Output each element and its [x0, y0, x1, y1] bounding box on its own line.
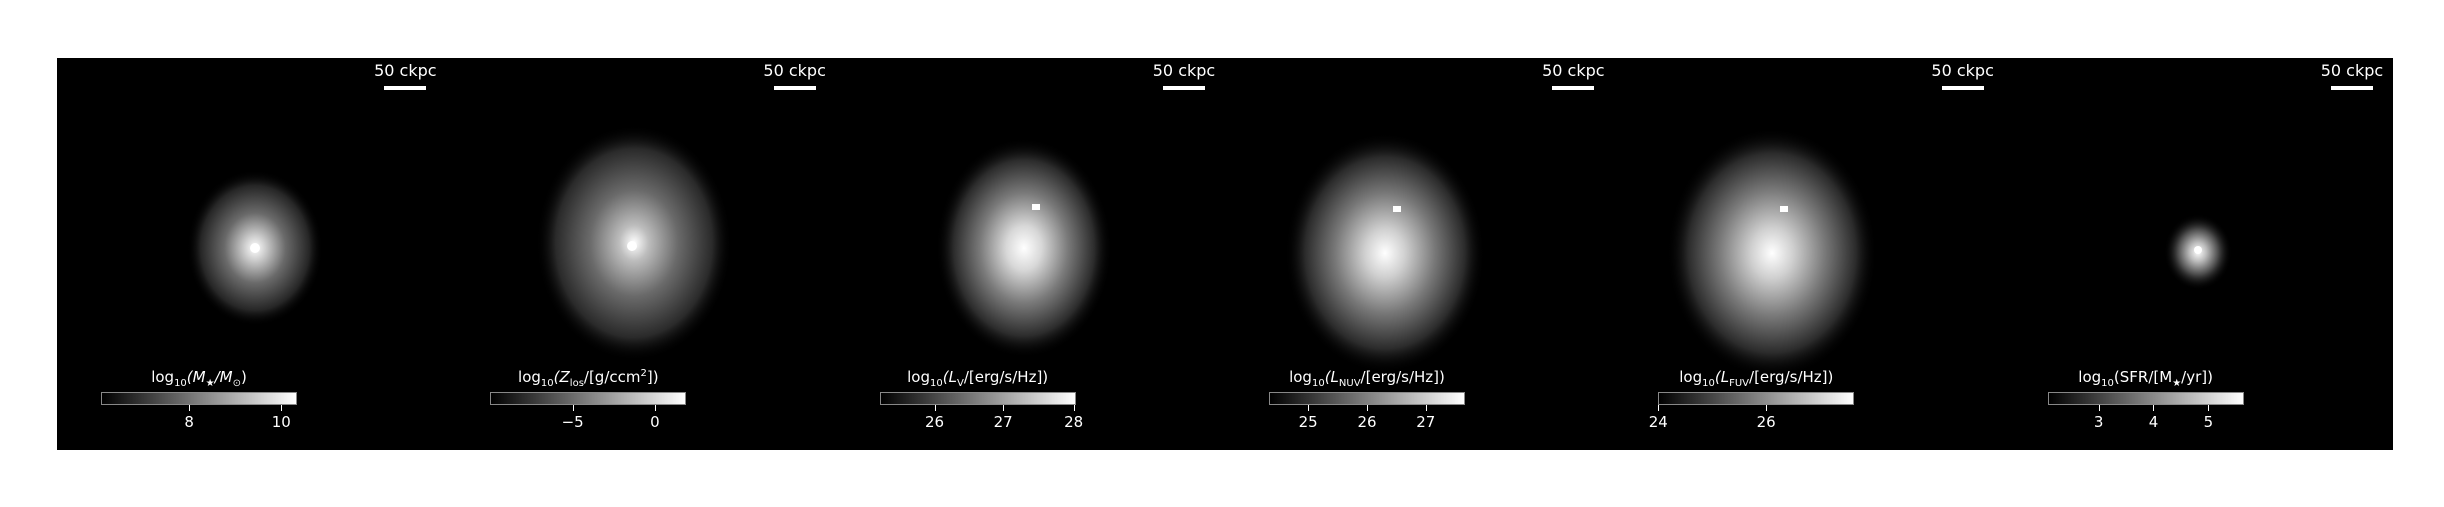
- colorbar-tick: [2153, 405, 2155, 411]
- scale-bar: [1941, 86, 1984, 90]
- colorbar: [101, 392, 297, 405]
- colorbar-label: log10(LFUV/[erg/s/Hz]): [1679, 368, 1834, 389]
- colorbar-tick-label: 27: [993, 413, 1013, 431]
- colorbar-tick: [189, 405, 191, 411]
- galaxy-image: [536, 125, 733, 361]
- colorbar-tick: [572, 405, 574, 411]
- colorbar-tick-label: 27: [1416, 413, 1436, 431]
- scale-bar: [773, 86, 816, 90]
- colorbar-label: log10(LV/[erg/s/Hz]): [907, 368, 1049, 389]
- galaxy-image: [2163, 214, 2232, 290]
- panel-nuv-luminosity: 50 ckpc log10(LNUV/[erg/s/Hz]) 25 26 27: [1224, 58, 1615, 450]
- scale-bar: [1162, 86, 1205, 90]
- colorbar: [2047, 392, 2244, 405]
- colorbar-tick-label: 24: [1648, 413, 1668, 431]
- galaxy-image: [187, 170, 323, 326]
- scale-bar: [384, 86, 427, 90]
- colorbar-label: log10(SFR/[M★/yr]): [2078, 368, 2213, 389]
- scale-bar-label: 50 ckpc: [1542, 61, 1605, 80]
- colorbar-tick: [654, 405, 656, 411]
- galaxy-image: [935, 138, 1112, 358]
- scale-bar: [1552, 86, 1595, 90]
- colorbar-tick: [2208, 405, 2210, 411]
- scale-bar-label: 50 ckpc: [374, 61, 437, 80]
- scale-bar-label: 50 ckpc: [1152, 61, 1216, 80]
- colorbar-label: log10(M★/M⊙): [151, 368, 247, 389]
- colorbar-ticks: 8 10: [101, 405, 297, 435]
- colorbar-tick-label: 25: [1298, 413, 1318, 431]
- scale-bar-label: 50 ckpc: [763, 61, 826, 80]
- colorbar-ticks: 26 27 28: [880, 405, 1083, 435]
- colorbar-tick: [281, 405, 283, 411]
- panel-fuv-luminosity: 50 ckpc log10(LFUV/[erg/s/Hz]) 24 26: [1614, 58, 2004, 450]
- colorbar-tick-label: 8: [184, 413, 194, 431]
- colorbar-tick-label: 5: [2203, 413, 2214, 431]
- panel-sfr: 50 ckpc log10(SFR/[M★/yr]) 3 4 5: [2003, 58, 2393, 450]
- colorbar-ticks: 25 26 27: [1269, 405, 1465, 435]
- scale-bar: [2330, 86, 2373, 90]
- panel-v-luminosity: 50 ckpc log10(LV/[erg/s/Hz]) 26 27 28: [835, 58, 1225, 450]
- colorbar-tick-label: 26: [924, 413, 945, 431]
- colorbar-tick: [1425, 405, 1427, 411]
- colorbar-tick: [1073, 405, 1075, 411]
- colorbar-tick: [1658, 405, 1660, 411]
- colorbar-tick: [1308, 405, 1310, 411]
- colorbar-ticks: 24 26: [1649, 405, 1854, 435]
- colorbar-ticks: −5 0: [490, 405, 686, 435]
- colorbar-tick: [1003, 405, 1005, 411]
- colorbar: [1658, 392, 1855, 405]
- panel-metallicity: 50 ckpc log10(Zlos/[g/ccm2]) −5 0: [446, 58, 836, 450]
- colorbar-tick-label: 4: [2148, 413, 2159, 431]
- colorbar-tick-label: 26: [1756, 413, 1776, 431]
- colorbar-tick-label: 28: [1064, 413, 1084, 431]
- colorbar-tick: [1766, 405, 1768, 411]
- scale-bar-label: 50 ckpc: [1931, 61, 1994, 80]
- colorbar-tick: [934, 405, 936, 411]
- panel-stellar-mass: 50 ckpc log10(M★/M⊙) 8 10: [57, 58, 447, 450]
- colorbar: [1268, 392, 1465, 405]
- scale-bar-label: 50 ckpc: [2320, 61, 2384, 80]
- colorbar-tick-label: 3: [2093, 413, 2104, 431]
- galaxy-image: [1667, 128, 1878, 378]
- colorbar-tick: [2098, 405, 2100, 411]
- colorbar-label: log10(Zlos/[g/ccm2]): [518, 368, 659, 389]
- colorbar-label: log10(LNUV/[erg/s/Hz]): [1289, 368, 1445, 389]
- galaxy-image: [1284, 133, 1485, 373]
- colorbar: [490, 392, 687, 405]
- colorbar-tick-label: 0: [650, 413, 660, 431]
- colorbar-tick-label: 10: [271, 413, 291, 431]
- colorbar-tick-label: −5: [561, 413, 584, 431]
- colorbar: [879, 392, 1076, 405]
- colorbar-ticks: 3 4 5: [2048, 405, 2244, 435]
- colorbar-tick-label: 26: [1357, 413, 1377, 431]
- image-grid: 50 ckpc log10(M★/M⊙) 8 10 50 ckpc: [57, 58, 2393, 450]
- colorbar-tick: [1366, 405, 1368, 411]
